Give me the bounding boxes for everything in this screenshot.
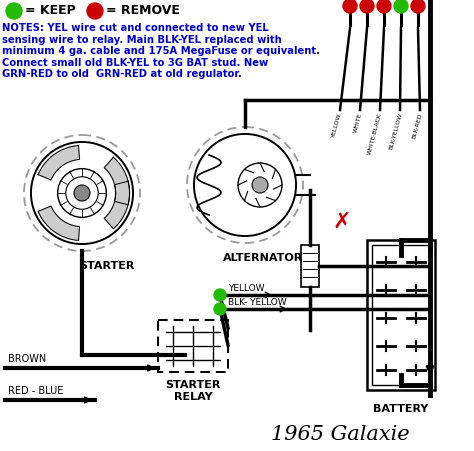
Circle shape: [377, 0, 391, 13]
Text: WHITE: WHITE: [353, 112, 363, 133]
Text: YELLOW: YELLOW: [228, 284, 264, 293]
Polygon shape: [38, 146, 80, 180]
Circle shape: [87, 3, 103, 19]
Text: STARTER: STARTER: [79, 261, 135, 271]
Text: 1965 Galaxie: 1965 Galaxie: [271, 425, 410, 445]
Circle shape: [214, 289, 226, 301]
Text: NOTES: YEL wire cut and connected to new YEL
sensing wire to relay. Main BLK-YEL: NOTES: YEL wire cut and connected to new…: [2, 23, 320, 79]
Polygon shape: [104, 157, 129, 205]
Text: STARTER
RELAY: STARTER RELAY: [165, 380, 221, 401]
Circle shape: [214, 303, 226, 315]
Circle shape: [74, 185, 90, 201]
Polygon shape: [38, 206, 80, 240]
Text: BROWN: BROWN: [8, 354, 46, 364]
Bar: [301, 245, 319, 287]
Circle shape: [394, 0, 408, 13]
Circle shape: [252, 177, 268, 193]
Circle shape: [343, 0, 357, 13]
Circle shape: [360, 0, 374, 13]
Text: BATTERY: BATTERY: [374, 404, 428, 414]
Circle shape: [6, 3, 22, 19]
Polygon shape: [104, 181, 129, 229]
Bar: [158, 320, 228, 372]
Text: RED - BLUE: RED - BLUE: [8, 386, 64, 396]
Text: ALTERNATOR: ALTERNATOR: [223, 253, 303, 263]
Text: BLK-RED: BLK-RED: [411, 112, 423, 139]
Text: YELLOW: YELLOW: [331, 112, 343, 138]
Text: = REMOVE: = REMOVE: [106, 5, 180, 18]
Text: WHITE-BLACK: WHITE-BLACK: [367, 112, 383, 155]
Text: BLK-YELLOW: BLK-YELLOW: [388, 112, 403, 150]
Circle shape: [238, 163, 282, 207]
Bar: [372, 245, 430, 385]
Text: BLK- YELLOW: BLK- YELLOW: [228, 298, 287, 307]
Circle shape: [66, 177, 98, 209]
Text: = KEEP: = KEEP: [25, 5, 76, 18]
Text: ✗: ✗: [333, 212, 351, 232]
Bar: [367, 240, 435, 390]
Circle shape: [58, 169, 106, 217]
Circle shape: [411, 0, 425, 13]
